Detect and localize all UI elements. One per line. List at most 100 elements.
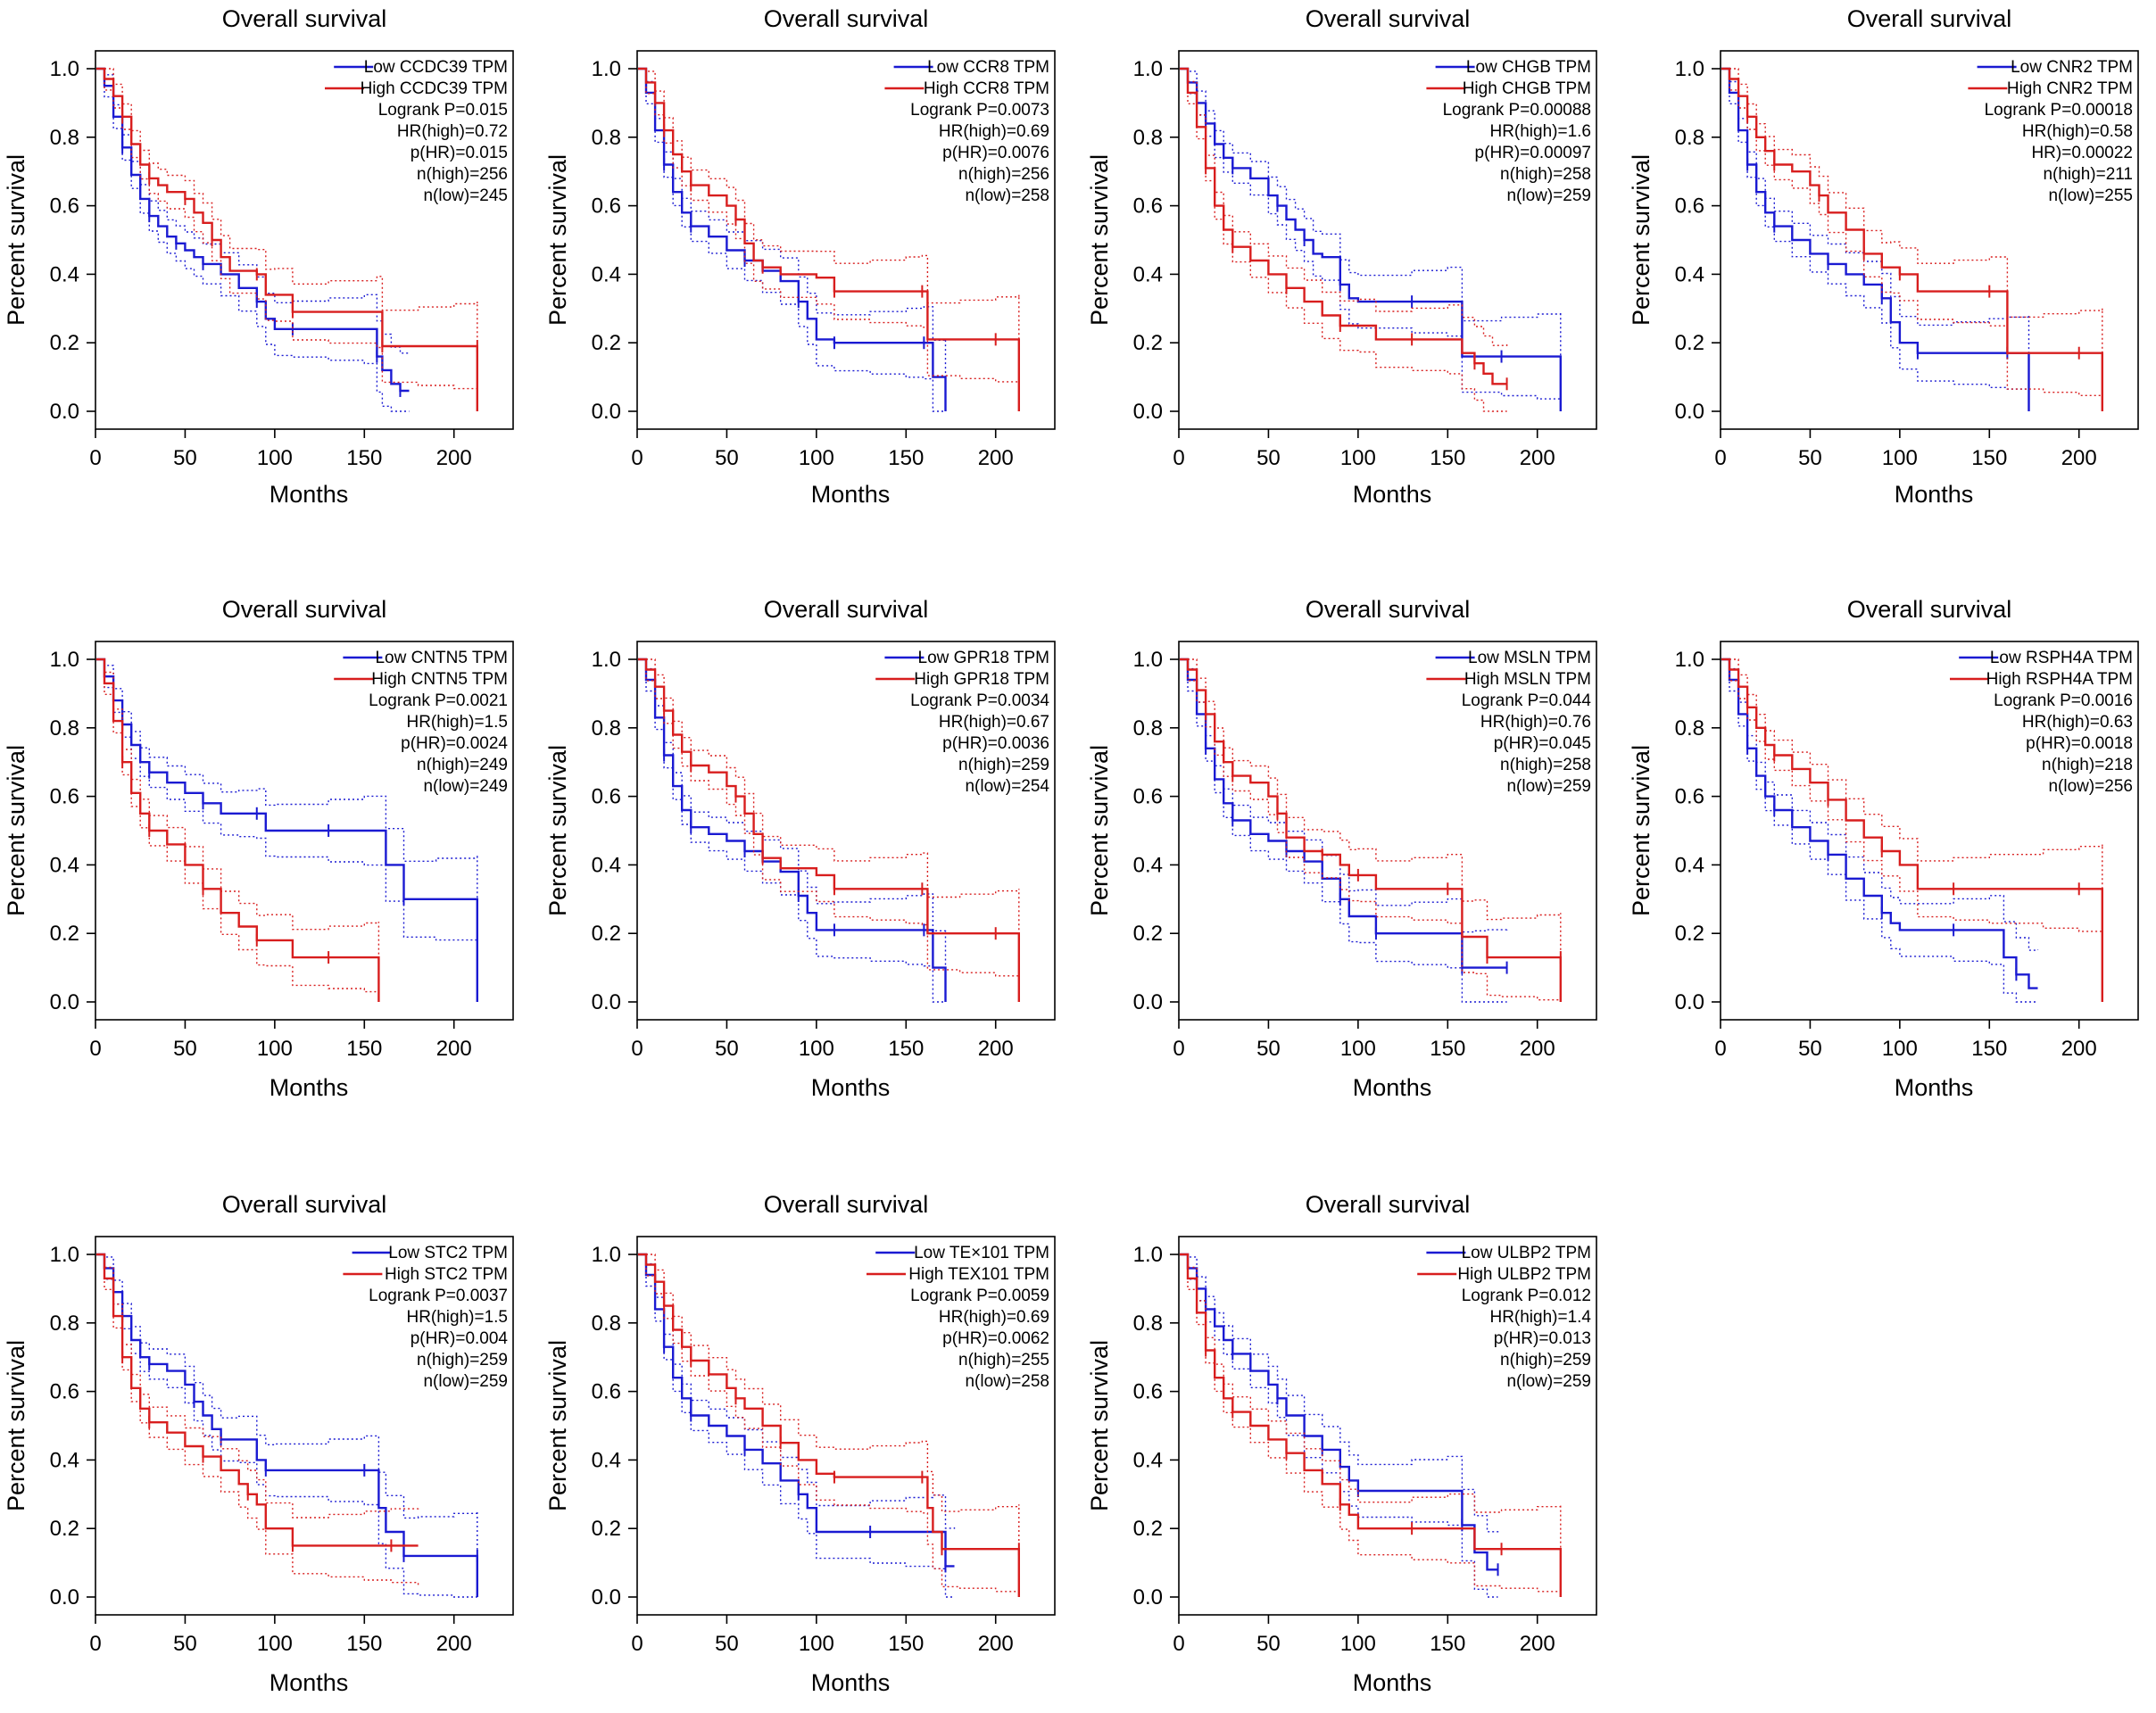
x-tick-label: 200: [436, 1632, 472, 1656]
x-tick-label: 0: [631, 446, 643, 470]
stat-line: p(HR)=0.0062: [942, 1329, 1049, 1348]
y-tick-label: 0.6: [50, 785, 79, 809]
high-survival-curve: [1180, 658, 1562, 1002]
x-tick-label: 200: [1520, 1632, 1555, 1656]
stat-line: HR)=0.00022: [2031, 144, 2133, 162]
plot-frame: [95, 1236, 514, 1616]
y-axis-label: Percent survival: [1628, 745, 1654, 916]
y-tick-label: 0.4: [50, 1448, 79, 1472]
high-survival-curve: [96, 67, 478, 411]
y-tick-label: 0.8: [1133, 716, 1163, 741]
low-ci-upper: [638, 1254, 956, 1529]
stat-line: HR(high)=0.69: [939, 1308, 1049, 1327]
y-tick-label: 0.4: [592, 1448, 621, 1472]
legend-label-high: High CNR2 TPM: [2007, 79, 2133, 98]
y-tick-label: 0.6: [1675, 194, 1704, 219]
x-tick-label: 150: [346, 1632, 382, 1656]
high-ci-lower: [638, 1254, 1020, 1597]
x-tick-label: 0: [631, 1037, 643, 1061]
y-tick-label: 0.6: [1133, 785, 1163, 809]
legend-label-high: High CHGB TPM: [1463, 79, 1591, 98]
y-tick-label: 1.0: [592, 1243, 621, 1267]
y-tick-label: 0.2: [50, 922, 79, 946]
stat-line: n(high)=259: [1500, 1351, 1591, 1370]
low-survival-curve: [1180, 67, 1562, 411]
high-ci-lower: [96, 68, 478, 411]
stat-line: n(high)=255: [958, 1351, 1049, 1370]
plot-frame: [1178, 641, 1597, 1021]
stat-line: p(HR)=0.0024: [401, 734, 508, 753]
high-ci-lower: [1180, 658, 1562, 1002]
stat-line: p(HR)=0.0018: [2026, 734, 2133, 753]
x-tick-label: 50: [173, 446, 197, 470]
low-ci-upper: [96, 1254, 478, 1597]
legend-label-low: Low CHGB TPM: [1466, 58, 1591, 77]
low-ci-upper: [96, 68, 410, 354]
high-ci-lower: [1180, 68, 1507, 412]
stat-line: n(high)=259: [958, 756, 1049, 774]
low-survival-curve: [1721, 658, 2038, 989]
stat-line: n(high)=211: [2043, 165, 2133, 184]
x-tick-label: 100: [257, 1037, 293, 1061]
y-tick-label: 0.2: [1675, 922, 1704, 946]
plot-frame: [1720, 641, 2139, 1021]
y-axis-label: Percent survival: [544, 154, 571, 326]
x-axis-label: Months: [1353, 1669, 1432, 1696]
plot-frame: [636, 50, 1056, 430]
legend-label-low: Low CCR8 TPM: [927, 58, 1049, 77]
x-tick-label: 200: [1520, 1037, 1555, 1061]
km-panel-8: Overall survival Months Percent survival 0 5…: [1628, 596, 2139, 1101]
x-tick-label: 0: [89, 1632, 101, 1656]
x-tick-label: 100: [1882, 446, 1918, 470]
y-tick-label: 0.4: [592, 262, 621, 286]
legend-label-low: Low GPR18 TPM: [918, 649, 1049, 667]
y-tick-label: 1.0: [592, 57, 621, 81]
x-tick-label: 150: [1971, 446, 2007, 470]
low-ci-upper: [638, 68, 947, 411]
high-survival-curve: [638, 67, 1020, 411]
x-tick-label: 100: [799, 1632, 834, 1656]
y-tick-label: 0.0: [1133, 1585, 1163, 1610]
km-panel-4: Overall survival Months Percent survival 0 5…: [1628, 5, 2139, 508]
high-ci-lower: [638, 658, 1020, 1002]
stat-line: HR(high)=1.6: [1489, 122, 1591, 141]
high-survival-curve: [1721, 67, 2103, 411]
y-tick-label: 0.8: [1133, 126, 1163, 150]
y-tick-label: 0.8: [1675, 716, 1704, 741]
stat-line: n(high)=249: [417, 756, 508, 774]
y-tick-label: 0.4: [50, 262, 79, 286]
stat-line: n(low)=256: [2048, 777, 2133, 796]
legend-label-low: Low RSPH4A TPM: [1990, 649, 2133, 667]
stat-line: n(low)=255: [2048, 186, 2133, 205]
low-ci-lower: [1721, 658, 2038, 1003]
x-tick-label: 200: [978, 1632, 1014, 1656]
y-tick-label: 0.2: [1133, 1517, 1163, 1541]
stat-line: p(HR)=0.045: [1494, 734, 1591, 753]
x-tick-label: 150: [888, 1632, 924, 1656]
y-tick-label: 0.6: [50, 1380, 79, 1404]
plot-frame: [636, 1236, 1056, 1616]
low-ci-upper: [1180, 68, 1562, 411]
x-axis-label: Months: [811, 1669, 891, 1696]
low-survival-curve: [638, 658, 947, 1002]
stat-line: n(low)=258: [965, 1372, 1049, 1391]
high-ci-upper: [1721, 658, 2103, 1002]
legend-label-high: High CCR8 TPM: [924, 79, 1049, 98]
plot-area: [1180, 1253, 1562, 1598]
plot-area: [638, 658, 1020, 1003]
y-tick-label: 0.8: [50, 126, 79, 150]
chart-title: Overall survival: [764, 5, 929, 32]
low-survival-curve: [1180, 658, 1507, 969]
y-tick-label: 1.0: [1675, 648, 1704, 672]
x-tick-label: 200: [978, 446, 1014, 470]
high-survival-curve: [96, 658, 380, 1002]
plot-area: [1721, 67, 2103, 411]
x-axis-label: Months: [270, 481, 349, 508]
high-ci-lower: [1180, 1254, 1562, 1597]
y-tick-label: 0.2: [1675, 331, 1704, 355]
y-tick-label: 0.4: [1675, 262, 1704, 286]
low-survival-curve: [638, 1253, 955, 1568]
high-ci-upper: [96, 658, 380, 1002]
high-ci-upper: [1721, 68, 2103, 411]
x-tick-label: 200: [436, 446, 472, 470]
